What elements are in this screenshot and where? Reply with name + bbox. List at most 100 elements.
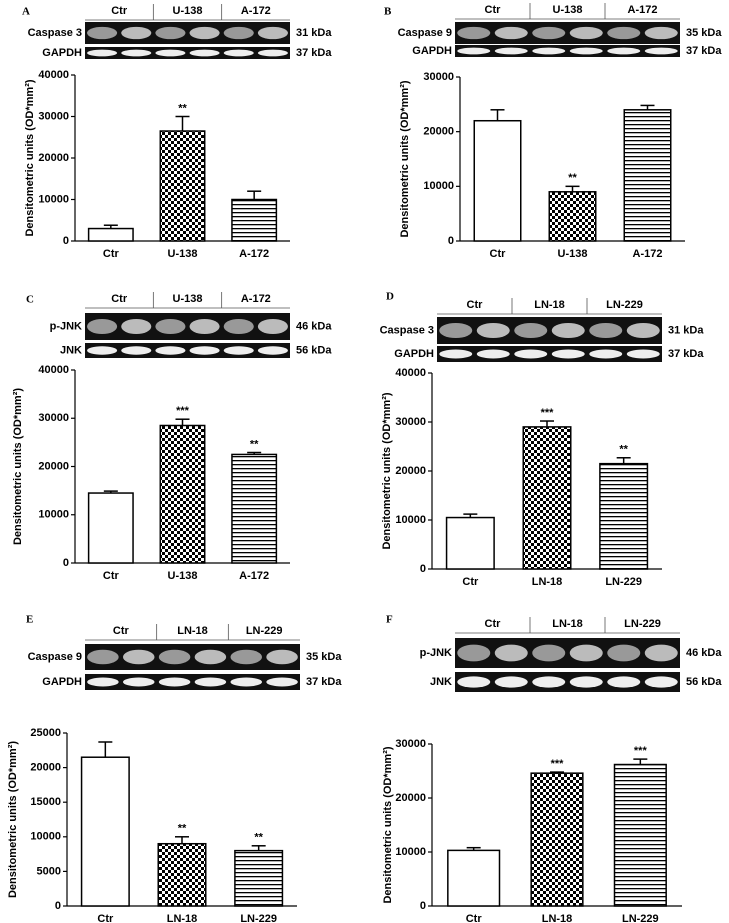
y-axis-title: Densitometric units (OD*mm²)	[24, 79, 36, 236]
x-tick-label: U-138	[168, 570, 198, 582]
y-tick-label: 25000	[30, 727, 61, 739]
y-tick-label: 0	[420, 563, 426, 575]
significance: ***	[541, 407, 555, 419]
blot-group: A-172	[241, 5, 271, 17]
blot-band	[457, 47, 491, 55]
blot-band	[189, 26, 220, 40]
blot-band	[223, 26, 254, 40]
blot-band	[607, 644, 641, 662]
blot-group: LN-18	[177, 625, 208, 637]
blot-band	[158, 677, 191, 687]
x-tick-label: Ctr	[466, 913, 483, 923]
blot-band	[87, 346, 118, 355]
blot-band	[569, 644, 603, 662]
significance: ***	[551, 758, 565, 770]
y-tick-label: 0	[420, 900, 426, 912]
blot-protein: GAPDH	[42, 676, 82, 688]
blot-group: LN-229	[624, 618, 661, 630]
bar	[159, 130, 206, 242]
blot-size: 46 kDa	[296, 320, 332, 332]
x-tick-label: U-138	[168, 248, 198, 260]
y-tick-label: 20000	[423, 126, 454, 138]
blot-band	[121, 49, 152, 57]
blot-band	[532, 644, 566, 662]
blot-band	[551, 322, 585, 339]
blot-band	[476, 349, 510, 359]
y-tick-label: 10000	[423, 180, 454, 192]
blot-group: Ctr	[113, 625, 130, 637]
blot-band	[87, 49, 118, 57]
bar	[87, 227, 134, 242]
blot-group: U-138	[553, 4, 583, 16]
x-tick-label: A-172	[239, 570, 269, 582]
blot-band	[121, 26, 152, 40]
blot-group: LN-229	[246, 625, 283, 637]
y-tick-label: 30000	[38, 412, 69, 424]
y-tick-label: 20000	[30, 762, 61, 774]
blot-band	[87, 26, 118, 40]
bar	[80, 756, 130, 907]
y-tick-label: 40000	[38, 364, 69, 376]
blot-band	[122, 649, 155, 665]
panel-label: E	[26, 614, 33, 626]
bar	[231, 198, 278, 242]
y-axis-title: Densitometric units (OD*mm²)	[381, 392, 393, 549]
blot-band	[494, 676, 528, 688]
blot-protein: Caspase 3	[28, 27, 82, 39]
blot-protein: p-JNK	[420, 647, 452, 659]
blot-protein: GAPDH	[394, 348, 434, 360]
blot-band	[569, 47, 603, 55]
x-tick-label: Ctr	[103, 248, 120, 260]
bar	[613, 763, 667, 907]
blot-group: Ctr	[111, 293, 128, 305]
blot-group: Ctr	[467, 299, 484, 311]
blot-size: 37 kDa	[296, 47, 332, 59]
bar	[530, 772, 584, 907]
blot-band	[189, 318, 220, 335]
blot-protein: JNK	[60, 344, 82, 356]
panel-label: A	[22, 6, 30, 18]
significance: **	[619, 444, 628, 456]
blot-size: 35 kDa	[686, 27, 722, 39]
panel-label: C	[26, 294, 34, 306]
y-tick-label: 30000	[38, 110, 69, 122]
y-tick-label: 30000	[395, 416, 426, 428]
blot-band	[230, 677, 263, 687]
y-tick-label: 5000	[37, 865, 61, 877]
blot-band	[189, 346, 220, 355]
blot-band	[607, 47, 641, 55]
blot-size: 56 kDa	[686, 676, 722, 688]
significance: **	[568, 172, 577, 184]
blot-size: 37 kDa	[306, 676, 342, 688]
blot-band	[514, 349, 548, 359]
y-tick-label: 10000	[395, 514, 426, 526]
blot-size: 37 kDa	[686, 45, 722, 57]
x-tick-label: Ctr	[490, 248, 507, 260]
blot-strip	[85, 313, 290, 340]
blot-group: Ctr	[485, 4, 502, 16]
bar	[599, 462, 649, 570]
y-tick-label: 0	[63, 235, 69, 247]
blot-protein: p-JNK	[50, 320, 82, 332]
blot-band	[532, 676, 566, 688]
blot-band	[626, 349, 660, 359]
bar	[447, 849, 501, 907]
bar	[522, 426, 572, 570]
blot-band	[494, 644, 528, 662]
bar	[445, 516, 495, 570]
significance: **	[178, 823, 187, 835]
blot-band	[266, 677, 298, 687]
y-tick-label: 20000	[395, 792, 426, 804]
y-tick-label: 10000	[30, 831, 61, 843]
blot-band	[494, 26, 528, 40]
blot-band	[223, 49, 254, 57]
y-tick-label: 40000	[38, 69, 69, 81]
y-tick-label: 0	[55, 900, 61, 912]
bar	[157, 842, 207, 907]
blot-band	[457, 26, 491, 40]
y-tick-label: 10000	[38, 193, 69, 205]
x-tick-label: Ctr	[462, 576, 479, 588]
blot-group: A-172	[241, 293, 271, 305]
blot-band	[155, 318, 186, 335]
y-axis-title: Densitometric units (OD*mm²)	[12, 388, 24, 545]
